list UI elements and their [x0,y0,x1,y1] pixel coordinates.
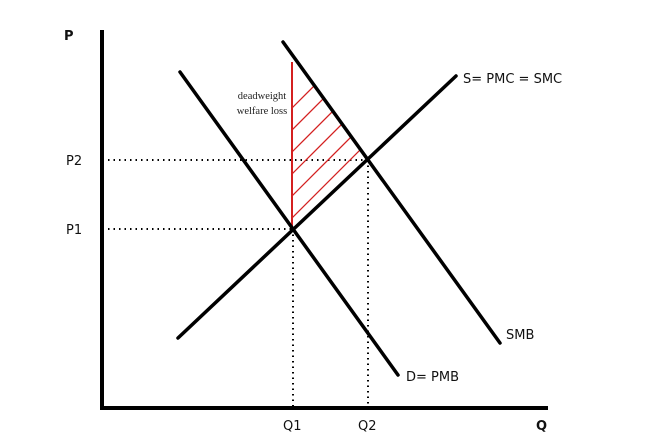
y-axis-label: P [64,29,74,44]
q2-label: Q2 [358,419,377,434]
smb-curve [281,40,502,345]
supply-curve [176,74,458,340]
annotation-line: deadweight [238,91,286,102]
q1-label: Q1 [283,419,302,434]
annotation-line: welfare loss [237,106,287,117]
demand-curve [178,70,400,377]
p1-label: P1 [66,223,82,238]
demand-label: D= PMB [406,370,459,385]
x-axis-label: Q [536,419,547,434]
p2-label: P2 [66,154,82,169]
supply-label: S= PMC = SMC [463,72,562,87]
smb-label: SMB [506,328,534,343]
